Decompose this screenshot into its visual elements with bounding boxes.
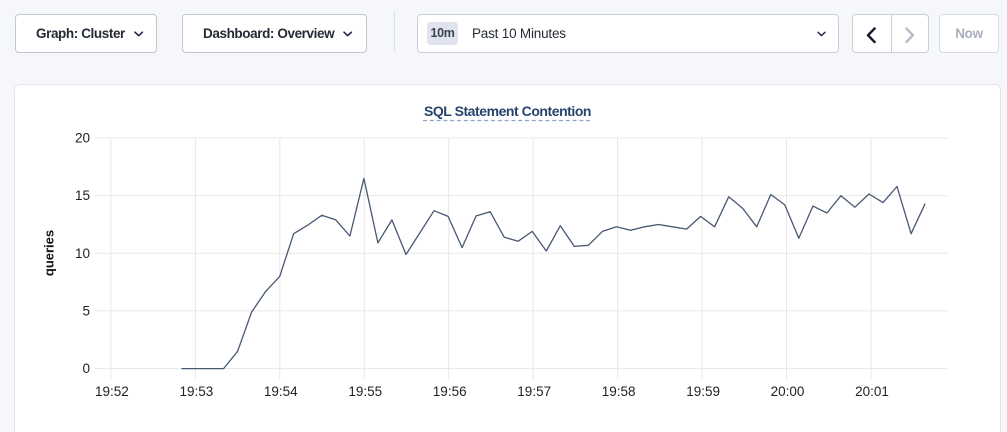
svg-text:19:54: 19:54 [264,384,298,399]
svg-text:20:00: 20:00 [771,384,805,399]
svg-text:19:53: 19:53 [180,384,214,399]
svg-text:19:55: 19:55 [348,384,382,399]
svg-text:0: 0 [82,361,90,376]
svg-text:15: 15 [75,188,90,203]
svg-text:19:58: 19:58 [602,384,636,399]
svg-text:10: 10 [75,246,90,261]
svg-text:20: 20 [75,131,90,146]
svg-text:queries: queries [42,230,57,276]
svg-text:19:57: 19:57 [517,384,551,399]
svg-text:19:52: 19:52 [95,384,129,399]
svg-text:5: 5 [82,303,90,318]
svg-text:19:56: 19:56 [433,384,467,399]
svg-text:19:59: 19:59 [686,384,720,399]
svg-text:20:01: 20:01 [855,384,889,399]
